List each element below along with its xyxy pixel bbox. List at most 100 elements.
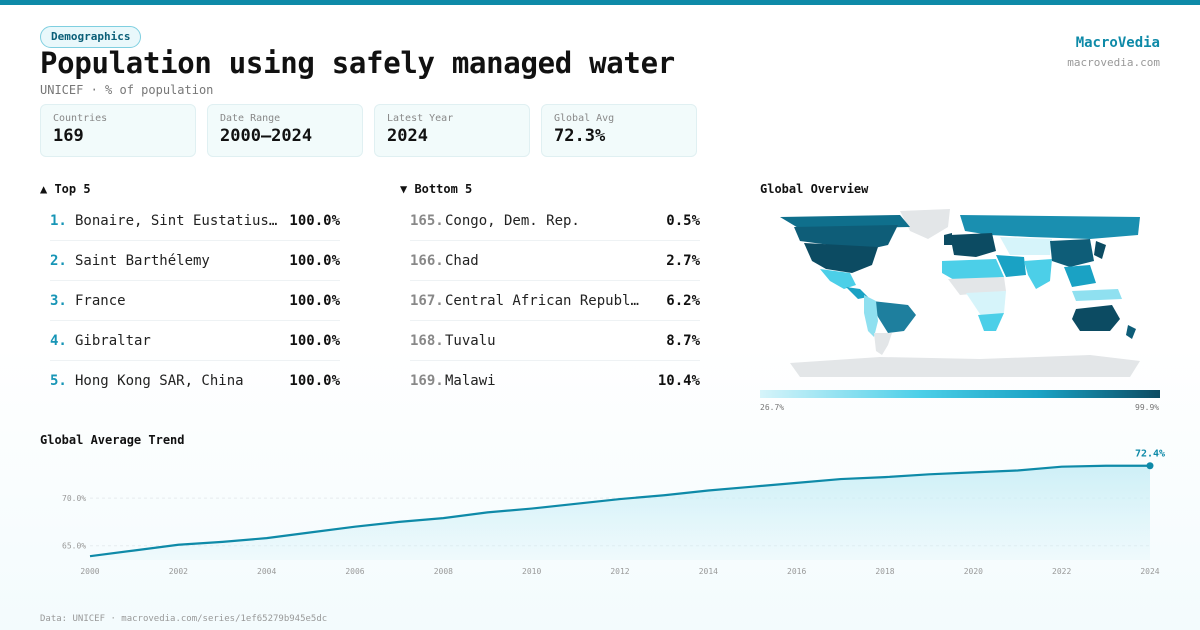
rank-number: 3. [50,292,67,309]
country-name: Gibraltar [75,332,151,349]
brand-name[interactable]: MacroVedia [1075,35,1160,51]
map-region-central-africa[interactable] [966,291,1006,317]
list-item[interactable]: 166. Chad 2.7% [410,241,700,281]
brand-url[interactable]: macrovedia.com [1067,56,1160,69]
map-region-southern-africa[interactable] [978,313,1004,331]
map-region-brazil[interactable] [872,301,916,333]
country-name: Saint Barthélemy [75,252,210,269]
map-region-new-zealand[interactable] [1126,325,1136,339]
trend-last-point [1146,462,1154,470]
country-value: 100.0% [289,373,340,389]
rank-number: 4. [50,332,67,349]
country-name: Malawi [445,373,496,389]
map-region-central-america[interactable] [846,287,868,299]
map-region-central-asia[interactable] [1000,237,1052,255]
x-tick-label: 2016 [787,567,806,576]
x-tick-label: 2024 [1140,567,1159,576]
stat-value: 72.3% [554,126,606,146]
stat-card-latest-year: Latest Year 2024 [374,104,530,157]
map-region-australia[interactable] [1072,305,1120,331]
y-tick-label: 70.0% [62,494,86,503]
world-choropleth-map[interactable] [760,205,1160,380]
list-item[interactable]: 4. Gibraltar 100.0% [50,321,340,361]
list-item[interactable]: 3. France 100.0% [50,281,340,321]
rank-number: 165. [410,212,444,229]
x-tick-label: 2010 [522,567,541,576]
top-accent-bar [0,0,1200,5]
stat-card-date-range: Date Range 2000–2024 [207,104,363,157]
map-region-greenland[interactable] [900,209,950,239]
country-value: 100.0% [289,212,340,229]
map-region-mexico[interactable] [820,269,856,289]
top5-heading: ▲ Top 5 [40,182,91,196]
map-region-china[interactable] [1050,239,1094,267]
map-region-usa[interactable] [804,243,878,273]
x-tick-label: 2006 [345,567,364,576]
trend-chart[interactable]: 65.0% 70.0% 72.4% 2000 2002 2004 2006 2008 2010 2… [0,440,1200,585]
bottom5-list: 165. Congo, Dem. Rep. 0.5% 166. Chad 2.7… [410,201,700,401]
country-value: 100.0% [289,332,340,349]
world-map-svg[interactable] [760,205,1160,380]
bottom5-heading: ▼ Bottom 5 [400,182,473,196]
x-tick-label: 2020 [964,567,983,576]
rank-number: 5. [50,373,67,389]
x-tick-label: 2008 [434,567,453,576]
page-subtitle: UNICEF · % of population [40,83,214,97]
country-value: 10.4% [657,373,700,389]
map-region-north-africa[interactable] [942,259,1004,281]
stat-label: Countries [53,113,108,124]
country-value: 100.0% [289,252,340,269]
list-item[interactable]: 2. Saint Barthélemy 100.0% [50,241,340,281]
rank-number: 1. [50,212,67,229]
country-name: Tuvalu [445,332,496,349]
stat-label: Date Range [220,113,281,124]
footer-source: Data: UNICEF · macrovedia.com/series/1ef… [40,614,328,624]
legend-max-label: 99.9% [1135,403,1160,412]
x-tick-label: 2002 [169,567,188,576]
category-tag[interactable]: Demographics [40,26,142,48]
map-heading: Global Overview [760,182,869,196]
top5-list: 1. Bonaire, Sint Eustatius and Saba 100.… [50,201,340,401]
x-tick-label: 2004 [257,567,276,576]
map-region-europe[interactable] [950,233,996,257]
map-region-antarctica[interactable] [790,355,1140,377]
trend-area [90,465,1150,560]
list-item[interactable]: 1. Bonaire, Sint Eustatius and Saba 100.… [50,201,340,241]
rank-number: 167. [410,292,444,309]
list-item[interactable]: 5. Hong Kong SAR, China 100.0% [50,361,340,401]
country-value: 100.0% [289,292,340,309]
list-item[interactable]: 165. Congo, Dem. Rep. 0.5% [410,201,700,241]
stat-card-countries: Countries 169 [40,104,196,157]
map-region-southern-cone[interactable] [874,333,892,355]
y-tick-label: 65.0% [62,542,86,551]
map-region-southeast-asia[interactable] [1064,265,1096,287]
country-name: Bonaire, Sint Eustatius and Saba [75,212,284,229]
trend-line [89,464,1150,558]
map-region-south-asia[interactable] [1024,259,1052,289]
stat-value: 2000–2024 [220,126,313,146]
country-value: 8.7% [666,332,700,349]
country-value: 2.7% [666,252,700,269]
stat-label: Global Avg [554,113,615,124]
map-legend-gradient [760,390,1160,398]
map-region-japan-korea[interactable] [1094,241,1106,259]
stat-card-global-avg: Global Avg 72.3% [541,104,697,157]
map-region-andes[interactable] [864,295,878,337]
list-item[interactable]: 167. Central African Republic 6.2% [410,281,700,321]
country-name: Hong Kong SAR, China [75,373,244,389]
list-item[interactable]: 168. Tuvalu 8.7% [410,321,700,361]
country-name: Central African Republic [445,292,644,309]
x-tick-label: 2012 [610,567,629,576]
map-region-uk[interactable] [944,233,952,245]
map-region-middle-east[interactable] [996,255,1026,277]
list-item[interactable]: 169. Malawi 10.4% [410,361,700,401]
map-region-indonesia[interactable] [1072,289,1122,301]
map-region-russia[interactable] [960,215,1140,239]
trend-last-value-label: 72.4% [1135,449,1165,460]
legend-min-label: 26.7% [760,403,785,412]
x-tick-label: 2018 [875,567,894,576]
x-tick-label: 2022 [1052,567,1071,576]
map-region-sahel[interactable] [948,277,1006,295]
rank-number: 166. [410,252,444,269]
map-region-canada[interactable] [794,225,898,249]
